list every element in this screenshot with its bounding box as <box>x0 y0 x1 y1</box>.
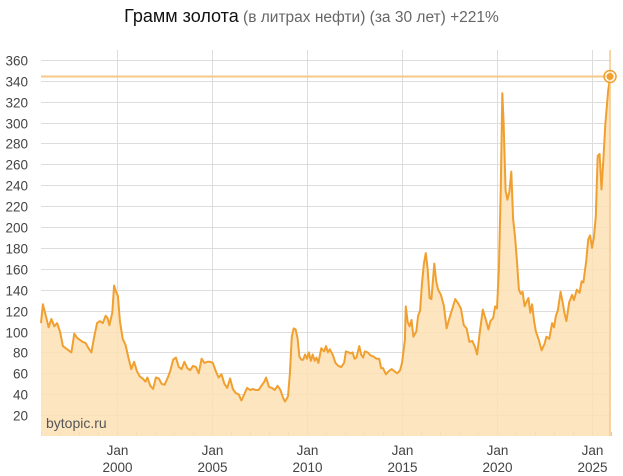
chart-title-main: Грамм золота <box>124 6 239 26</box>
y-tick-label: 240 <box>5 179 28 194</box>
y-tick-label: 320 <box>5 96 28 111</box>
chart-title: Грамм золота (в литрах нефти) (за 30 лет… <box>0 6 623 27</box>
y-tick-label: 100 <box>5 326 28 341</box>
data-area <box>40 76 612 436</box>
x-tick-label-year: 2005 <box>197 460 227 475</box>
y-tick-label: 80 <box>13 346 28 361</box>
x-tick-label-month: Jan <box>297 443 319 458</box>
y-tick-label: 300 <box>5 117 28 132</box>
y-tick-label: 220 <box>5 200 28 215</box>
x-tick-label-year: 2000 <box>102 460 132 475</box>
x-tick-label-year: 2015 <box>387 460 417 475</box>
last-point-marker[interactable] <box>603 69 617 84</box>
data-line <box>40 76 612 403</box>
y-tick-label: 180 <box>5 242 28 257</box>
watermark: bytopic.ru <box>46 415 107 431</box>
y-tick-label: 140 <box>5 284 28 299</box>
x-tick-label-month: Jan <box>487 443 509 458</box>
y-tick-label: 360 <box>5 54 28 69</box>
x-tick-label-month: Jan <box>392 443 414 458</box>
y-tick-label: 200 <box>5 221 28 236</box>
y-tick-label: 160 <box>5 263 28 278</box>
y-tick-label: 60 <box>13 367 28 382</box>
x-tick-label-year: 2010 <box>292 460 322 475</box>
chart-title-subtitle: (в литрах нефти) (за 30 лет) +221% <box>238 9 499 26</box>
y-tick-label: 20 <box>13 409 28 424</box>
marker-dot <box>606 73 614 81</box>
y-tick-label: 260 <box>5 158 28 173</box>
y-tick-label: 120 <box>5 305 28 320</box>
x-tick-label-month: Jan <box>107 443 129 458</box>
reference-line <box>41 50 611 436</box>
y-tick-label: 340 <box>5 75 28 90</box>
x-tick-label-year: 2020 <box>482 460 512 475</box>
y-axis-labels: 20 40 60 80 100 120 140 160 180 200 220 240 260 280 30… <box>5 54 28 424</box>
x-tick-label-month: Jan <box>582 443 604 458</box>
y-tick-label: 280 <box>5 137 28 152</box>
y-tick-label: 40 <box>13 388 28 403</box>
x-tick-label-year: 2025 <box>577 460 607 475</box>
x-tick-label-month: Jan <box>202 443 224 458</box>
x-axis-labels: Jan 2000 Jan 2005 Jan 2010 Jan 2015 Jan 2020 Jan 20… <box>102 443 607 475</box>
area-fill <box>41 76 611 436</box>
